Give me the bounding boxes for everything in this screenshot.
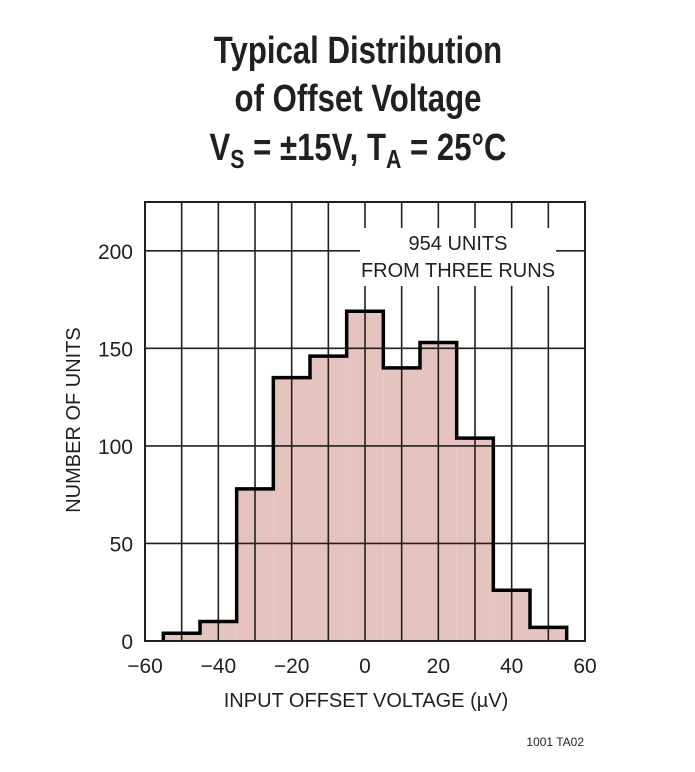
x-tick-label: −40 <box>201 655 237 678</box>
x-tick-label: 0 <box>359 655 371 678</box>
annotation-line-2: FROM THREE RUNS <box>361 260 555 282</box>
annotation-box <box>360 228 556 286</box>
y-tick-label: 0 <box>121 631 133 654</box>
annotation-line-1: 954 UNITS <box>409 233 508 255</box>
histogram-outline <box>161 309 569 641</box>
x-axis-label: INPUT OFFSET VOLTAGE (µV) <box>224 690 509 712</box>
y-tick-label: 200 <box>98 241 133 264</box>
y-tick-label: 50 <box>110 533 133 556</box>
y-axis-label: NUMBER OF UNITS <box>63 327 85 513</box>
chart-title-line-1: Typical Distribution <box>214 30 502 72</box>
x-tick-label: 60 <box>573 655 596 678</box>
chart-title-line-2: of Offset Voltage <box>235 78 482 120</box>
x-tick-label: −60 <box>127 655 163 678</box>
y-tick-label: 100 <box>98 436 133 459</box>
chart-title-line-3: VS = ±15V, TA = 25°C <box>210 127 507 174</box>
y-tick-label: 150 <box>98 338 133 361</box>
x-tick-label: −20 <box>274 655 310 678</box>
figure-id: 1001 TA02 <box>526 735 584 749</box>
x-tick-label: 20 <box>427 655 450 678</box>
plot-frame <box>144 201 586 642</box>
x-tick-label: 40 <box>500 655 523 678</box>
